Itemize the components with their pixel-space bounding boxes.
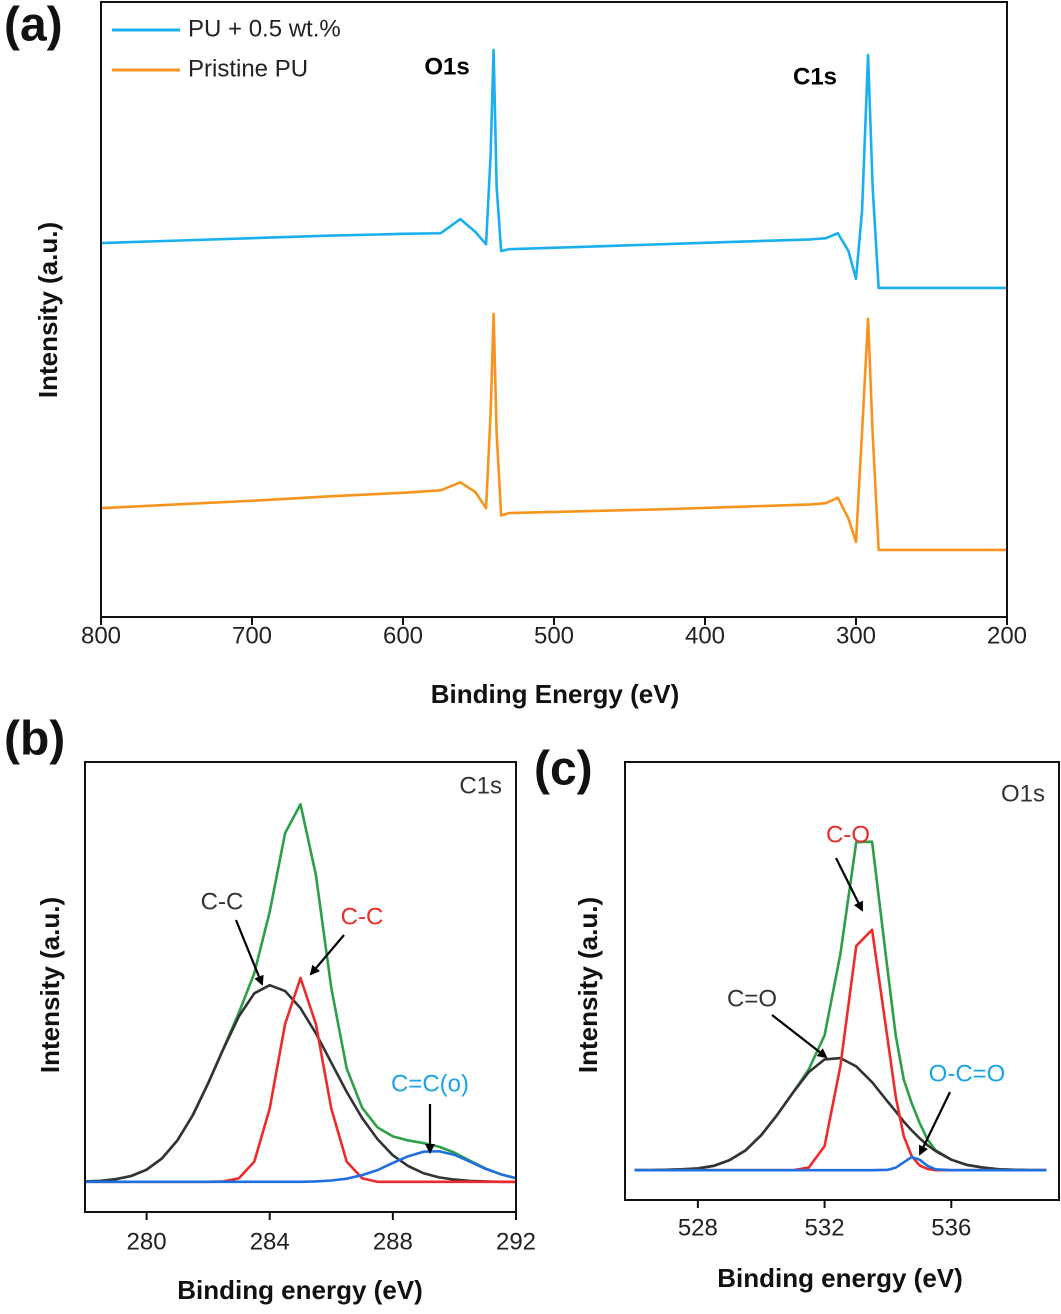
x-tick-label: 284 [250,1228,290,1255]
x-tick-label: 200 [987,622,1027,649]
x-tick-label: 292 [496,1228,536,1255]
spectrum-line [85,1149,517,1184]
annotation: O1s [424,53,469,80]
x-tick-label: 528 [678,1214,718,1241]
annotation-arrow [234,919,264,986]
spectrum-line [84,983,516,1184]
legend-label: Pristine PU [188,55,308,82]
y-axis-title: Intensity (a.u.) [573,897,603,1073]
spectrum-line [634,928,1047,1172]
annotation: C1s [793,63,837,90]
annotation-arrow [771,1014,828,1059]
annotation: C-O [826,821,870,848]
x-tick-label: 400 [685,622,725,649]
x-tick-label: 288 [373,1228,413,1255]
annotation: O-C=O [929,1060,1006,1087]
x-tick-label: 300 [836,622,876,649]
x-tick-label: 536 [931,1214,971,1241]
x-tick-label: 700 [232,622,272,649]
plot-frame [100,1,1008,618]
panel-label: (c) [534,743,593,796]
panel-label: (b) [4,713,65,766]
x-tick-label: 600 [383,622,423,649]
annotation: C1s [459,772,502,799]
annotation: C-C [341,903,384,930]
annotation-arrow [835,857,863,912]
x-axis-title: Binding energy (eV) [177,1275,423,1305]
x-tick-label: 532 [805,1214,845,1241]
annotation: O1s [1001,780,1045,807]
x-axis-title: Binding Energy (eV) [431,679,679,709]
annotation-arrow [309,934,345,976]
spectrum-line [100,312,1007,552]
x-axis-title: Binding energy (eV) [717,1263,963,1293]
legend-label: PU + 0.5 wt.% [188,15,341,42]
plot-frame [84,761,517,1213]
y-axis-title: Intensity (a.u.) [35,897,65,1073]
x-tick-label: 800 [81,622,121,649]
y-axis-title: Intensity (a.u.) [33,222,63,398]
spectrum-line [634,1056,1047,1172]
annotation: C=C(o) [391,1070,469,1097]
annotation: C-C [201,888,244,915]
x-tick-label: 280 [127,1228,167,1255]
annotation-arrow [918,1091,951,1156]
spectrum-line [634,1155,1047,1172]
spectrum-line [634,840,1047,1172]
x-tick-label: 500 [534,622,574,649]
spectrum-line [100,48,1007,290]
annotation: C=O [727,985,777,1012]
panel-label: (a) [4,0,63,52]
plot-frame [624,761,1060,1201]
spectrum-line [84,803,517,1183]
